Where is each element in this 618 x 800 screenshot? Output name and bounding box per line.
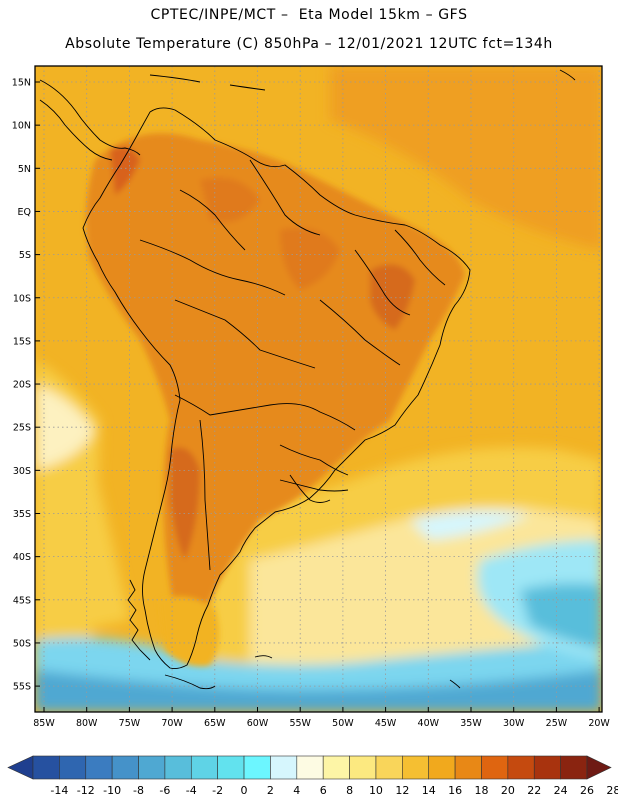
colorbar-label: -6 — [159, 784, 170, 797]
colorbar-label: 14 — [422, 784, 436, 797]
lon-label: 55W — [289, 718, 311, 729]
colorbar-label: 2 — [267, 784, 274, 797]
colorbar-label: 18 — [474, 784, 488, 797]
lat-label: 40S — [13, 552, 31, 563]
lat-label: 20S — [13, 380, 31, 391]
colorbar-swatch — [349, 755, 377, 780]
lat-label: 10S — [13, 293, 31, 304]
colorbar-label: -4 — [186, 784, 197, 797]
lat-label: 45S — [13, 595, 31, 606]
lat-label: EQ — [18, 207, 31, 218]
lon-label: 20W — [588, 718, 610, 729]
colorbar-label: -8 — [133, 784, 144, 797]
map-gridlines — [35, 66, 602, 712]
lat-label: 15N — [12, 78, 31, 89]
colorbar-swatch — [243, 755, 271, 780]
colorbar-label: 6 — [320, 784, 327, 797]
colorbar-label: 12 — [395, 784, 409, 797]
colorbar-swatch — [533, 755, 561, 780]
colorbar-swatch — [85, 755, 113, 780]
colorbar-swatch — [507, 755, 535, 780]
colorbar-label: 24 — [554, 784, 568, 797]
colorbar-label: 16 — [448, 784, 462, 797]
lon-label: 70W — [161, 718, 183, 729]
lon-label: 35W — [460, 718, 482, 729]
colorbar-label: 10 — [369, 784, 383, 797]
lon-label: 60W — [247, 718, 269, 729]
colorbar-label: 22 — [527, 784, 541, 797]
lat-label: 35S — [13, 509, 31, 520]
lon-label: 50W — [332, 718, 354, 729]
colorbar-swatch — [296, 755, 324, 780]
colorbar-swatch — [190, 755, 218, 780]
lat-label: 50S — [13, 638, 31, 649]
colorbar-swatch — [481, 755, 509, 780]
lon-label: 45W — [375, 718, 397, 729]
colorbar-label: -10 — [103, 784, 121, 797]
colorbar-swatch — [138, 755, 166, 780]
colorbar-label: -14 — [50, 784, 68, 797]
colorbar-swatch — [454, 755, 482, 780]
lon-label: 30W — [503, 718, 525, 729]
colorbar-label: 20 — [501, 784, 515, 797]
lat-label: 30S — [13, 466, 31, 477]
colorbar-max-arrow — [586, 755, 612, 780]
lat-label: 5S — [19, 250, 31, 261]
lat-label: 55S — [13, 682, 31, 693]
colorbar-swatch — [375, 755, 403, 780]
colorbar-label: -2 — [212, 784, 223, 797]
colorbar-swatch — [217, 755, 245, 780]
colorbar-swatch — [270, 755, 298, 780]
map-subtitle: Absolute Temperature (C) 850hPa – 12/01/… — [65, 36, 553, 52]
lon-label: 75W — [119, 718, 141, 729]
colorbar-swatch — [32, 755, 60, 780]
colorbar-swatch — [560, 755, 588, 780]
lat-label: 10N — [12, 121, 31, 132]
lat-label: 15S — [13, 336, 31, 347]
lat-label: 25S — [13, 423, 31, 434]
map-title: CPTEC/INPE/MCT – Eta Model 15km – GFS — [150, 7, 468, 23]
colorbar-label: 26 — [580, 784, 594, 797]
colorbar-swatch — [402, 755, 430, 780]
colorbar-label: 8 — [346, 784, 353, 797]
colorbar-swatch — [322, 755, 350, 780]
colorbar-label: 4 — [293, 784, 300, 797]
lon-label: 85W — [33, 718, 55, 729]
lon-label: 65W — [204, 718, 226, 729]
lon-label: 25W — [546, 718, 568, 729]
temperature-field — [35, 66, 602, 712]
lat-label: 5N — [18, 164, 31, 175]
latitude-labels: 15N 10N 5N EQ 5S 10S 15S 20S 25S 30S 35S 40S 45S 50S 5… — [12, 78, 40, 693]
colorbar-label: 0 — [241, 784, 248, 797]
colorbar-swatch — [59, 755, 87, 780]
colorbar-label: 28 — [606, 784, 618, 797]
lon-label: 80W — [76, 718, 98, 729]
coastlines — [39, 69, 576, 690]
colorbar-swatch — [428, 755, 456, 780]
longitude-labels: 85W 80W 75W 70W 65W 60W 55W 50W 45W 40W 35W 30W 25W 2… — [33, 707, 610, 729]
map-frame — [34, 65, 603, 713]
lon-label: 40W — [418, 718, 440, 729]
colorbar-swatch — [111, 755, 139, 780]
colorbar-swatch — [164, 755, 192, 780]
colorbar-label: -12 — [77, 784, 95, 797]
colorbar: -14 -12 -10 -8 -6 -4 -2 0 2 4 6 8 10 12 14 16 18 20 22 24 26… — [7, 755, 618, 797]
colorbar-min-arrow — [7, 755, 34, 780]
